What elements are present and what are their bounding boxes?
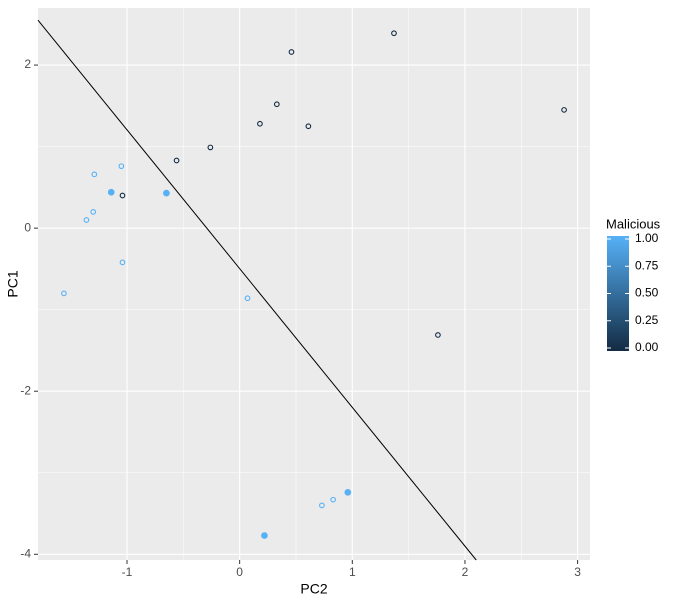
point bbox=[90, 208, 97, 215]
x-tick-label: 1 bbox=[349, 565, 356, 579]
legend-title: Malicious bbox=[606, 216, 661, 231]
point bbox=[173, 157, 180, 164]
point bbox=[391, 30, 397, 37]
point bbox=[561, 107, 567, 113]
y-tick-label: -2 bbox=[20, 383, 31, 397]
point bbox=[319, 502, 325, 509]
point bbox=[244, 295, 251, 302]
point bbox=[163, 189, 170, 197]
y-tick-label: 2 bbox=[24, 57, 31, 71]
y-tick-label: 0 bbox=[24, 220, 31, 234]
legend-label: 1.00 bbox=[635, 231, 659, 245]
point bbox=[435, 332, 441, 338]
x-tick-label: -1 bbox=[122, 565, 133, 579]
y-tick-label: -4 bbox=[20, 546, 31, 560]
y-axis-title: PC1 bbox=[5, 270, 21, 297]
x-tick-label: 2 bbox=[462, 565, 469, 579]
point bbox=[273, 101, 280, 108]
legend-label: 0.50 bbox=[635, 286, 659, 300]
legend-label: 0.25 bbox=[635, 313, 659, 327]
legend-label: 0.00 bbox=[635, 340, 659, 354]
point bbox=[288, 49, 295, 55]
x-axis-title: PC2 bbox=[300, 581, 327, 597]
point bbox=[330, 496, 337, 503]
point bbox=[344, 488, 352, 496]
colorbar bbox=[607, 236, 629, 351]
x-tick-label: 0 bbox=[236, 565, 243, 579]
point bbox=[261, 532, 268, 539]
point bbox=[119, 259, 126, 266]
point bbox=[91, 171, 98, 178]
point bbox=[61, 290, 67, 297]
x-tick-label: 3 bbox=[574, 565, 581, 579]
legend-label: 0.75 bbox=[635, 258, 659, 272]
reference-line bbox=[37, 19, 477, 561]
point bbox=[119, 192, 126, 199]
point bbox=[257, 120, 263, 127]
panel bbox=[38, 8, 590, 560]
point bbox=[83, 217, 90, 223]
point bbox=[107, 188, 115, 196]
point bbox=[207, 144, 214, 151]
point bbox=[305, 123, 312, 130]
point bbox=[118, 163, 125, 170]
